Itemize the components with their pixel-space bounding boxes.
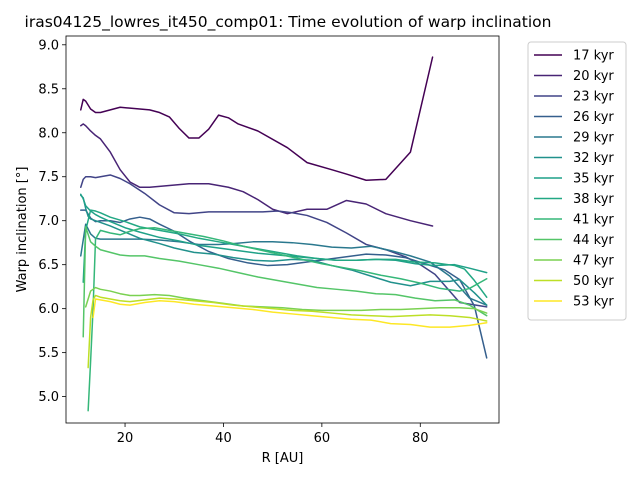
chart-title: iras04125_lowres_it450_comp01: Time evol… [25,13,552,32]
series-line-17-kyr [80,56,434,181]
y-tick-label: 6.0 [38,302,59,317]
y-tick-label: 6.5 [38,258,59,273]
y-tick-label: 7.0 [38,214,59,229]
series-line-35-kyr [80,193,488,274]
series-line-41-kyr [87,226,488,412]
legend-label: 50 kyr [573,274,614,289]
x-axis-label: R [AU] [262,451,304,466]
legend: 17 kyr 20 kyr 23 kyr 26 kyr 29 kyr 32 kyr 35 k… [527,41,627,321]
legend-label: 38 kyr [573,192,614,207]
y-tick-label: 8.0 [38,126,59,141]
legend-label: 32 kyr [573,151,614,166]
legend-items: 17 kyr 20 kyr 23 kyr 26 kyr 29 kyr 32 kyr 35 k… [534,49,614,310]
legend-label: 53 kyr [573,295,614,310]
series-line-53-kyr [92,298,488,328]
series-line-44-kyr [82,226,488,338]
legend-label: 41 kyr [573,213,614,228]
y-axis-label: Warp inclination [°] [15,167,30,293]
legend-frame [527,41,627,321]
legend-label: 44 kyr [573,233,614,248]
legend-label: 35 kyr [573,172,614,187]
series-layer [80,56,488,412]
x-tick-label: 60 [314,431,331,446]
y-tick-label: 7.5 [38,170,59,185]
y-tick-label: 5.5 [38,346,59,361]
legend-label: 17 kyr [573,49,614,64]
axes-layer: 20 40 60 80 5.0 5.5 6.0 6.5 7.0 7.5 8.0 8.5 9.0 [38,38,428,446]
legend-label: 47 kyr [573,254,614,269]
legend-label: 20 kyr [573,69,614,84]
series-line-50-kyr [87,294,488,369]
series-line-20-kyr [80,123,434,227]
y-tick-label: 9.0 [38,38,59,53]
y-tick-label: 5.0 [38,390,59,405]
x-tick-label: 20 [117,431,134,446]
legend-label: 29 kyr [573,131,614,146]
series-line-32-kyr [80,194,488,306]
plot-frame [65,35,500,424]
legend-label: 26 kyr [573,110,614,125]
x-tick-label: 40 [215,431,232,446]
x-tick-label: 80 [412,431,429,446]
y-tick-label: 8.5 [38,82,59,97]
series-line-23-kyr [80,174,488,308]
legend-label: 23 kyr [573,90,614,105]
